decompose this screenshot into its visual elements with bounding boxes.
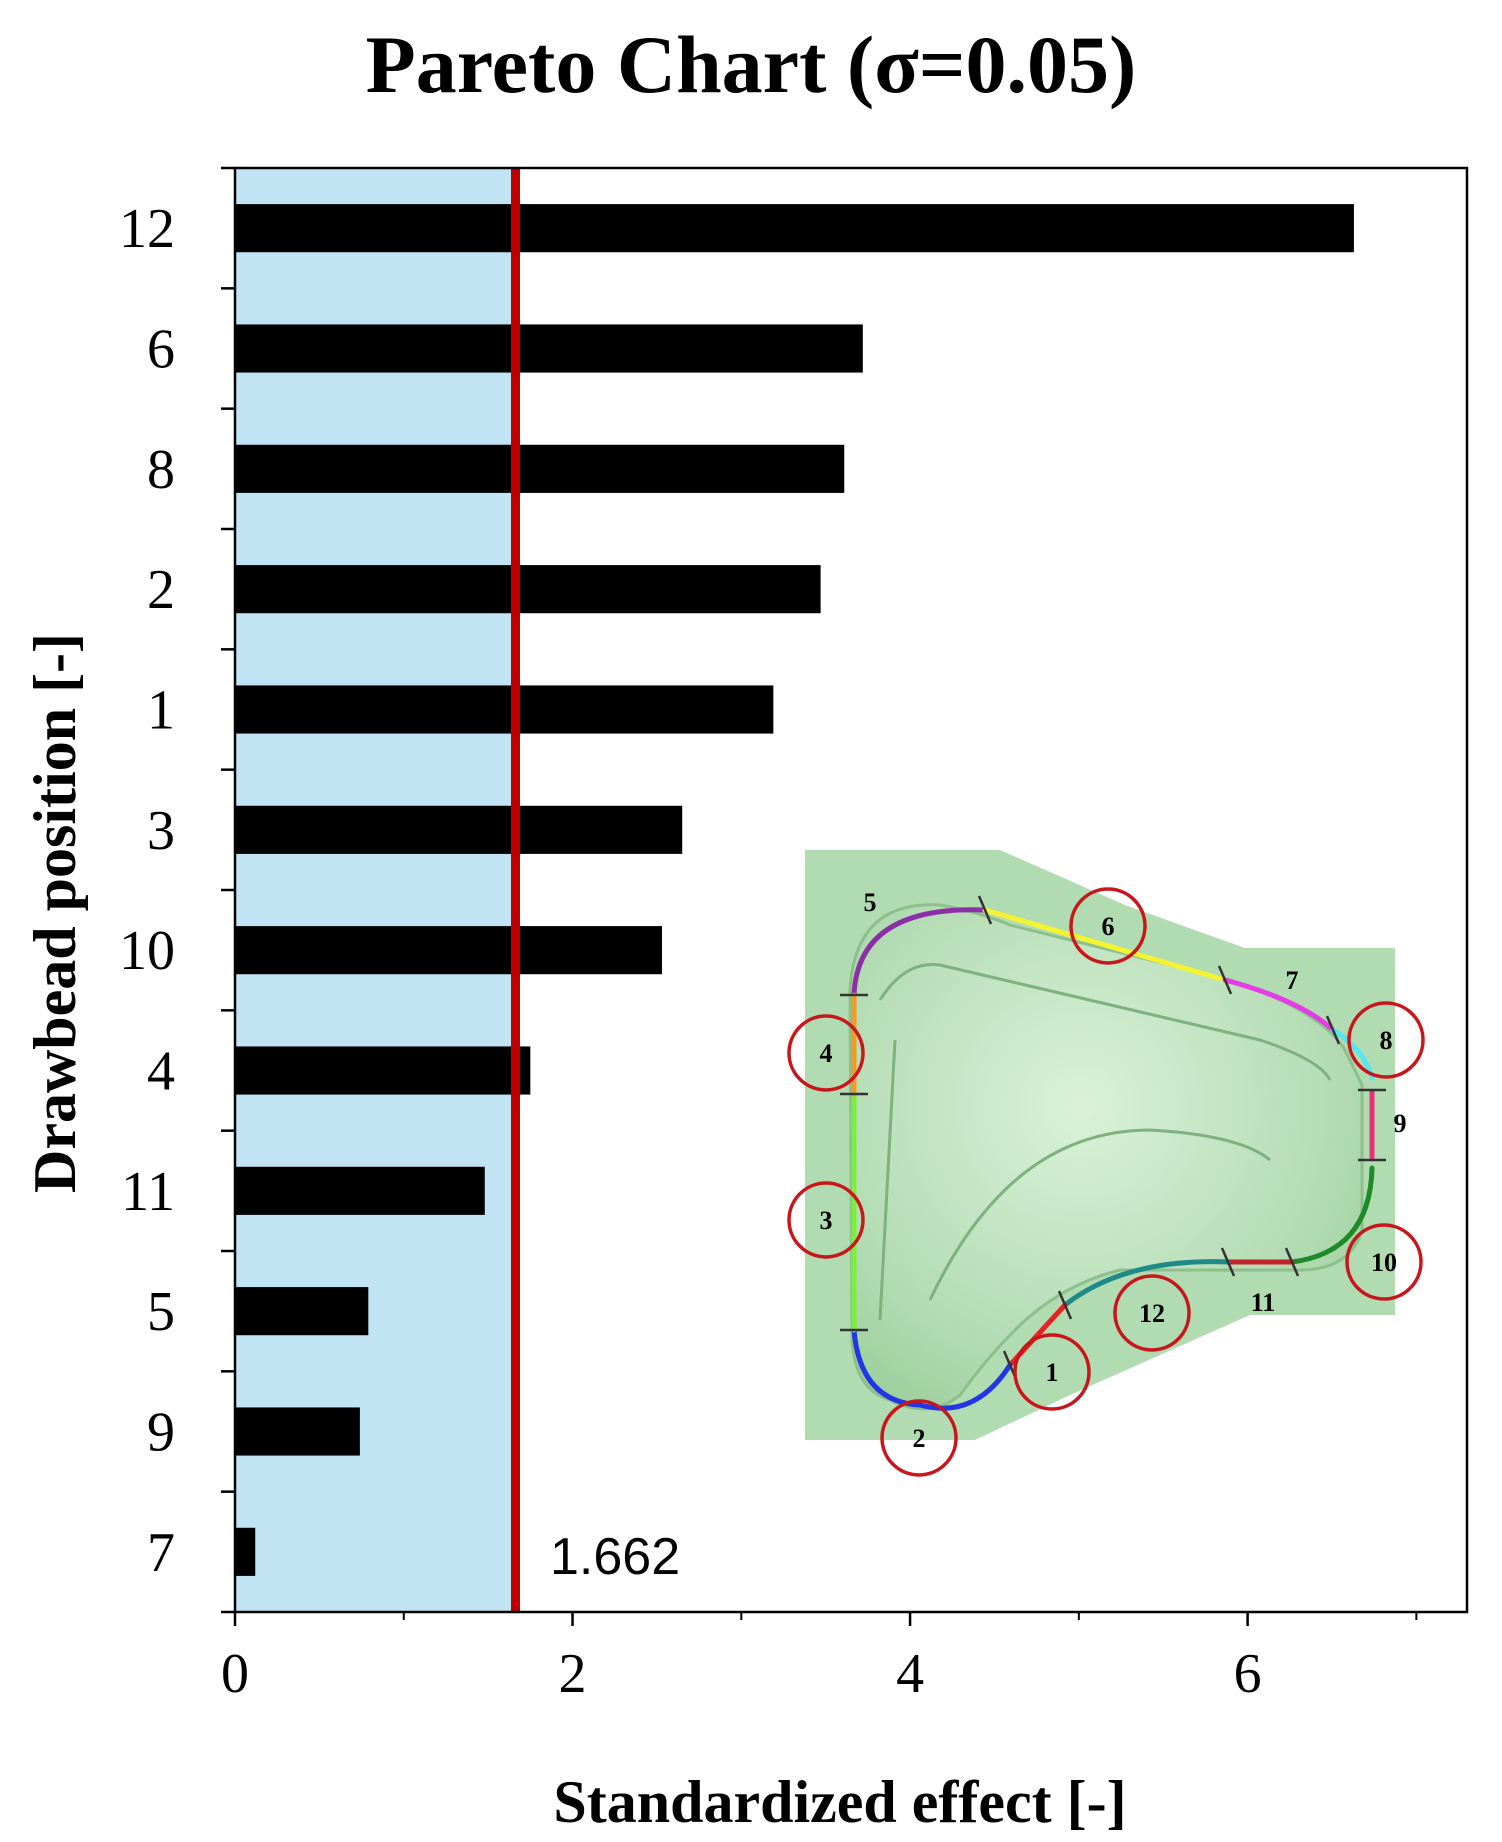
drawbead-segment-5 [851, 907, 988, 998]
y-axis-title: Drawbead position [-] [22, 633, 88, 1193]
non-significant-region [235, 168, 516, 1612]
y-tick-label-4: 4 [147, 1041, 175, 1103]
segment-highlight-circle-4 [787, 1014, 865, 1092]
bar-2 [235, 565, 821, 614]
chart-title: Pareto Chart (σ=0.05) [366, 19, 1137, 110]
segment-highlight-circle-10 [1345, 1223, 1423, 1301]
x-tick-label-4: 4 [896, 1643, 924, 1705]
segment-label-4: 4 [820, 1039, 833, 1068]
y-tick-label-6: 6 [147, 319, 175, 381]
segment-label-6: 6 [1102, 912, 1115, 941]
segment-separator [977, 895, 993, 925]
y-tick-label-10: 10 [119, 920, 175, 982]
y-tick-label-11: 11 [121, 1161, 175, 1223]
threshold-label: 1.662 [550, 1528, 680, 1586]
y-tick-label-8: 8 [147, 439, 175, 501]
x-axis-title: Standardized effect [-] [553, 1769, 1126, 1835]
y-tick-label-3: 3 [147, 800, 175, 862]
segment-label-9: 9 [1394, 1109, 1407, 1138]
segment-highlight-circle-2 [880, 1399, 958, 1477]
segment-label-7: 7 [1286, 966, 1299, 995]
bar-10 [235, 926, 662, 975]
y-tick-label-1: 1 [147, 680, 175, 742]
x-tick-label-2: 2 [559, 1643, 587, 1705]
segment-highlight-circle-12 [1113, 1274, 1191, 1352]
bar-12 [235, 204, 1354, 253]
drawbead-segment-12 [1062, 1259, 1231, 1308]
y-tick-label-5: 5 [147, 1281, 175, 1343]
y-tick-label-12: 12 [119, 198, 175, 260]
bar-7 [235, 1527, 256, 1576]
y-tick-label-9: 9 [147, 1402, 175, 1464]
bar-5 [235, 1287, 369, 1336]
segment-label-2: 2 [913, 1424, 926, 1453]
bar-6 [235, 324, 863, 373]
segment-label-11: 11 [1251, 1288, 1276, 1317]
bar-11 [235, 1166, 485, 1215]
bar-3 [235, 805, 683, 854]
y-tick-label-7: 7 [147, 1522, 175, 1584]
part-contour [878, 1039, 897, 1321]
drawbead-segment-2 [851, 1327, 1013, 1411]
bar-4 [235, 1046, 531, 1095]
drawbead-segment-10 [1289, 1165, 1375, 1265]
bar-9 [235, 1407, 360, 1456]
segment-highlight-circle-8 [1347, 1001, 1425, 1079]
bar-1 [235, 685, 774, 734]
segment-label-8: 8 [1380, 1026, 1393, 1055]
segment-highlight-circle-3 [787, 1181, 865, 1259]
x-tick-label-6: 6 [1234, 1643, 1262, 1705]
part-contour [928, 1128, 1271, 1301]
segment-label-10: 10 [1371, 1248, 1397, 1277]
drawbead-segment-7 [1222, 977, 1336, 1033]
segment-separator [1217, 965, 1233, 995]
x-tick-label-0: 0 [221, 1643, 249, 1705]
segment-separator [1220, 1247, 1236, 1277]
segment-separator [1284, 1247, 1300, 1277]
segment-highlight-circle-1 [1013, 1333, 1091, 1411]
part-contour [878, 962, 1332, 1081]
bar-8 [235, 444, 845, 493]
segment-label-12: 12 [1139, 1299, 1165, 1328]
drawbead-segment-6 [982, 907, 1228, 983]
segment-separator [1057, 1290, 1073, 1320]
segment-label-1: 1 [1046, 1358, 1059, 1387]
segment-label-5: 5 [864, 888, 877, 917]
segment-separator [1325, 1015, 1341, 1045]
y-tick-label-2: 2 [147, 559, 175, 621]
segment-label-3: 3 [820, 1206, 833, 1235]
segment-highlight-circle-6 [1069, 887, 1147, 965]
